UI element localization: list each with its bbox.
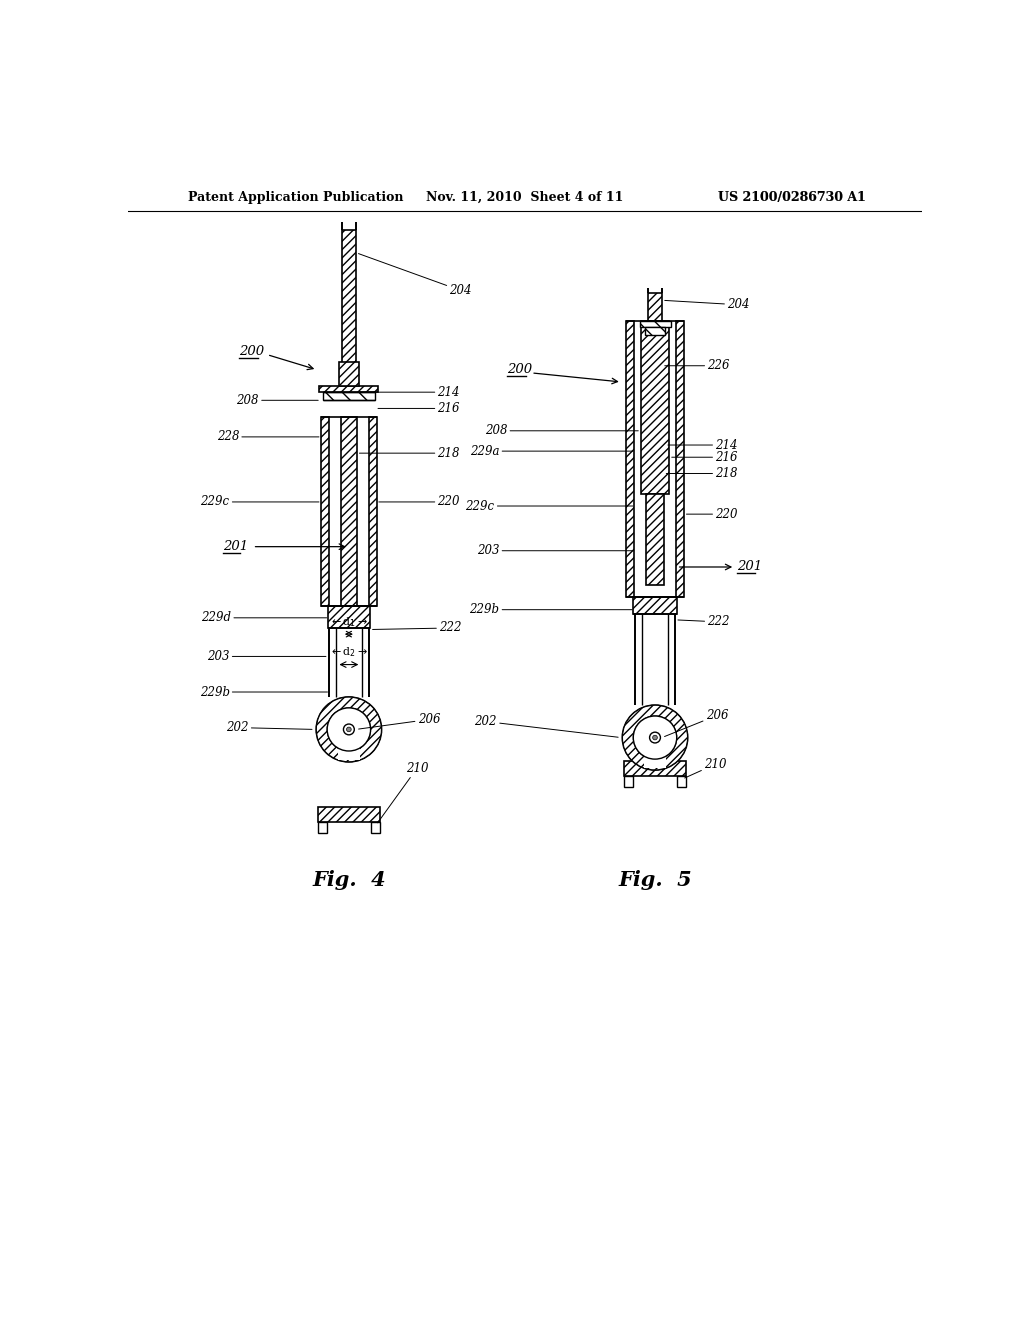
Text: 200: 200 <box>507 363 532 376</box>
Bar <box>626 321 634 598</box>
Text: 201: 201 <box>223 540 249 553</box>
Bar <box>339 362 359 385</box>
Text: 229c: 229c <box>201 495 318 508</box>
Bar <box>676 321 684 598</box>
Wedge shape <box>623 705 687 770</box>
Circle shape <box>633 715 677 759</box>
Text: 222: 222 <box>678 615 730 628</box>
Text: 214: 214 <box>668 438 737 451</box>
Text: 202: 202 <box>226 721 312 734</box>
Text: 229b: 229b <box>200 685 328 698</box>
Bar <box>646 494 664 585</box>
Bar <box>323 392 375 400</box>
Bar <box>644 747 666 768</box>
Bar <box>624 760 686 776</box>
Bar <box>317 807 380 822</box>
Circle shape <box>652 735 657 741</box>
Circle shape <box>346 727 351 731</box>
Text: 214: 214 <box>358 385 460 399</box>
Bar <box>641 321 669 494</box>
Text: 218: 218 <box>667 467 737 480</box>
Text: 229b: 229b <box>469 603 632 616</box>
Text: $\leftarrow$d$_1$$\rightarrow$: $\leftarrow$d$_1$$\rightarrow$ <box>330 615 369 628</box>
Text: 229c: 229c <box>466 499 633 512</box>
Text: 226: 226 <box>665 359 730 372</box>
Text: 228: 228 <box>217 430 319 444</box>
Circle shape <box>623 705 687 770</box>
Text: 218: 218 <box>359 446 460 459</box>
Text: 208: 208 <box>237 393 318 407</box>
Bar <box>317 822 328 833</box>
Text: 206: 206 <box>358 713 440 729</box>
Text: 220: 220 <box>686 508 737 520</box>
Text: 204: 204 <box>358 253 472 297</box>
Text: 201: 201 <box>737 561 763 573</box>
Text: 204: 204 <box>665 298 750 312</box>
Bar <box>648 293 662 321</box>
Bar <box>371 822 380 833</box>
Bar <box>640 321 671 327</box>
Text: 210: 210 <box>378 762 428 822</box>
Text: 202: 202 <box>474 715 618 738</box>
Text: Nov. 11, 2010  Sheet 4 of 11: Nov. 11, 2010 Sheet 4 of 11 <box>426 191 624 203</box>
Text: US 2010/0286730 A1: US 2010/0286730 A1 <box>718 191 866 203</box>
Bar <box>319 385 378 392</box>
Bar <box>321 417 329 606</box>
Text: 210: 210 <box>685 758 727 777</box>
Circle shape <box>649 733 660 743</box>
Text: 229d: 229d <box>201 611 327 624</box>
Text: US 2100/0286730 A1: US 2100/0286730 A1 <box>718 191 866 203</box>
Text: 200: 200 <box>240 345 264 358</box>
Text: 203: 203 <box>207 649 326 663</box>
Text: Fig.  4: Fig. 4 <box>312 870 386 890</box>
Text: US 2100/0286730 A1: US 2100/0286730 A1 <box>718 191 866 203</box>
Text: 220: 220 <box>379 495 460 508</box>
Circle shape <box>316 697 381 762</box>
Text: 208: 208 <box>484 424 638 437</box>
Circle shape <box>328 708 371 751</box>
Text: Patent Application Publication: Patent Application Publication <box>187 191 403 203</box>
Bar <box>645 327 665 335</box>
Text: 203: 203 <box>477 544 634 557</box>
Text: $\leftarrow$d$_2$$\rightarrow$: $\leftarrow$d$_2$$\rightarrow$ <box>330 645 369 659</box>
Text: 216: 216 <box>378 401 460 414</box>
Circle shape <box>343 725 354 735</box>
Text: Fig.  5: Fig. 5 <box>618 870 692 890</box>
Bar <box>341 417 356 606</box>
Bar <box>369 417 377 606</box>
Text: 229a: 229a <box>470 445 633 458</box>
Bar <box>342 230 356 385</box>
Bar <box>338 739 359 760</box>
Bar <box>624 776 633 787</box>
Bar <box>328 606 370 628</box>
Text: 206: 206 <box>665 709 728 737</box>
Bar <box>633 598 677 614</box>
Wedge shape <box>316 697 381 762</box>
Text: 222: 222 <box>373 622 462 635</box>
Bar <box>677 776 686 787</box>
Text: 216: 216 <box>672 450 737 463</box>
